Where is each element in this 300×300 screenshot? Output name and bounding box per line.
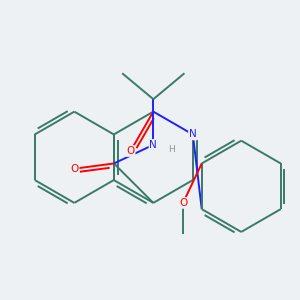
Text: N: N [149,140,157,150]
Text: N: N [189,129,197,140]
Text: O: O [179,198,187,208]
Text: H: H [169,146,176,154]
Text: O: O [126,146,135,156]
Text: O: O [70,164,79,174]
